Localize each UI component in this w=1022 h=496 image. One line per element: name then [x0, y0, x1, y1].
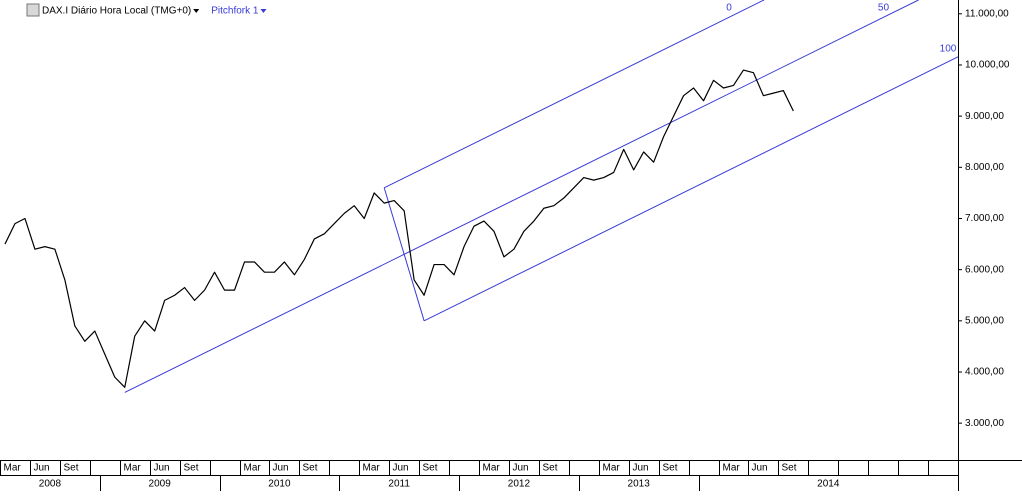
x-tick-label: Jun — [154, 463, 170, 474]
x-tick-label: Set — [184, 463, 199, 474]
year-label: 2012 — [508, 479, 531, 490]
y-tick-label: 3.000,00 — [965, 418, 1004, 429]
x-tick-label: Jun — [34, 463, 50, 474]
year-label: 2009 — [149, 479, 172, 490]
x-tick-label: Jun — [273, 463, 289, 474]
x-tick-label: Set — [64, 463, 79, 474]
year-label: 2008 — [39, 479, 62, 490]
x-tick-label: Set — [663, 463, 678, 474]
x-tick-label: Set — [303, 463, 318, 474]
year-label: 2014 — [817, 479, 840, 490]
price-line — [4, 69, 794, 388]
plot-area — [4, 0, 958, 393]
year-label: 2013 — [628, 479, 651, 490]
x-tick-label: Set — [543, 463, 558, 474]
x-tick-label: Mar — [723, 463, 741, 474]
y-tick-label: 11.000,00 — [965, 8, 1009, 19]
axes: 3.000,00 4.000,00 5.000,00 6.000,00 7.000,00… — [0, 3, 1010, 491]
x-tick-label: Mar — [4, 463, 22, 474]
pitchfork-line — [383, 0, 765, 189]
pitchfork-line — [124, 0, 919, 393]
dropdown-arrow[interactable] — [260, 9, 267, 13]
x-tick-label: Jun — [513, 463, 529, 474]
x-tick-label: Set — [782, 463, 797, 474]
x-tick-label: Mar — [244, 463, 262, 474]
pitchfork-line — [423, 56, 958, 322]
y-tick-label: 7.000,00 — [965, 213, 1004, 224]
chart-title: DAX.I Diário Hora Local (TMG+0) — [42, 6, 191, 17]
y-tick-label: 4.000,00 — [965, 367, 1004, 378]
x-tick-label: Set — [423, 463, 438, 474]
x-tick-label: Mar — [363, 463, 381, 474]
x-tick-label: Jun — [393, 463, 409, 474]
y-tick-label: 10.000,00 — [965, 60, 1010, 71]
y-tick-label: 9.000,00 — [965, 111, 1004, 122]
y-tick-label: 5.000,00 — [965, 315, 1004, 326]
x-tick-label: Jun — [752, 463, 768, 474]
y-tick-label: 6.000,00 — [965, 264, 1004, 275]
x-tick-label: Mar — [483, 463, 501, 474]
x-tick-label: Mar — [124, 463, 142, 474]
year-label: 2011 — [388, 479, 410, 490]
study-name[interactable]: Pitchfork 1 — [211, 6, 259, 17]
year-label: 2010 — [268, 479, 291, 490]
pitchfork-level-label: 100 — [940, 43, 957, 54]
symbol-icon — [26, 3, 40, 17]
x-tick-label: Jun — [633, 463, 649, 474]
pitchfork-level-label: 50 — [878, 3, 890, 14]
x-tick-label: Mar — [603, 463, 621, 474]
pitchfork-level-label: 0 — [726, 3, 732, 14]
y-tick-label: 8.000,00 — [965, 162, 1004, 173]
dropdown-arrow[interactable] — [193, 9, 200, 13]
